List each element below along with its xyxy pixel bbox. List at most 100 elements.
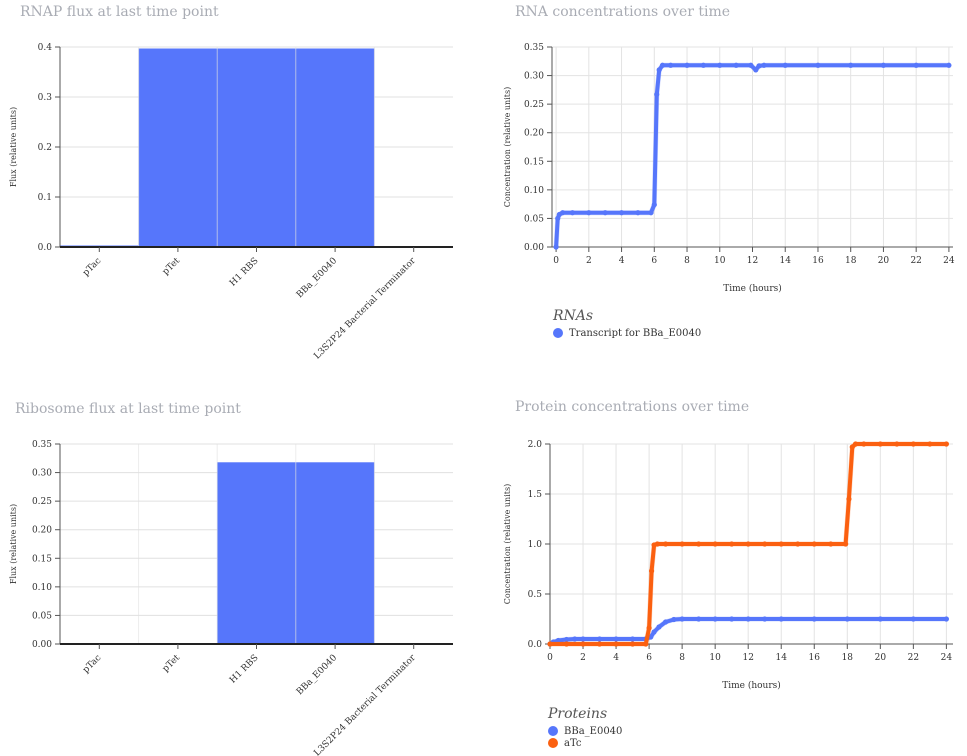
y-tick-label: 0.0 [38,243,53,253]
data-point [943,616,949,622]
data-point [761,62,767,68]
data-point [762,541,768,547]
legend-dot-icon [553,328,563,338]
y-tick-label: 1.5 [528,490,543,500]
protein-chart-title: Protein concentrations over time [515,399,750,415]
legend-item-bba-e0040[interactable]: BBa_E0040 [548,725,622,737]
data-point [877,441,883,447]
y-tick-label: 2.0 [528,440,543,450]
data-point [651,202,657,208]
data-point [679,541,685,547]
protein-concentration-chart: 0.00.51.01.52.00 2 4 6 8 10 12 14 16 18 20 22 24Time… [503,440,953,691]
data-point [782,62,788,68]
data-point [778,616,784,622]
x-tick-label: pTet [161,256,182,277]
x-axis-label: Time (hours) [723,283,782,294]
x-tick-label: pTac [81,653,103,675]
data-point [745,616,751,622]
data-point [700,62,706,68]
protein-legend: Proteins BBa_E0040 aTc [548,706,622,749]
data-point [745,541,751,547]
data-point [844,616,850,622]
y-tick-label: 0.25 [524,100,544,110]
y-tick-label: 0.15 [524,157,544,167]
data-point [880,62,887,68]
data-point [843,541,849,547]
y-tick-label: 0.35 [32,440,52,450]
y-axis-label: Concentration (relative units) [503,484,512,604]
y-tick-label: 0.35 [524,43,544,53]
rna-concentration-chart: 0.000.050.100.150.200.250.300.350 2 4 6 8 10 1… [503,43,955,294]
data-point [756,63,762,69]
data-point [733,62,739,68]
x-tick-label: BBa_E0040 [295,256,339,300]
data-point [828,541,834,547]
data-point [596,636,603,642]
data-point [849,444,855,450]
data-point [696,541,702,547]
data-point [651,629,657,635]
bar [217,48,296,247]
data-point [580,636,586,642]
data-point [555,637,561,644]
data-point [927,441,933,447]
legend-item-label: aTc [564,737,582,749]
data-point [846,496,852,502]
x-tick-label: 8 [684,256,690,266]
data-point [586,210,592,216]
x-tick-label: 20 [878,256,890,266]
data-point [629,636,636,642]
data-point [656,624,662,630]
x-tick-label: 18 [845,256,857,266]
y-tick-label: 0.3 [38,93,53,103]
data-point [668,62,674,68]
x-tick-label: 6 [646,653,652,663]
legend-item-transcript-bba-e0040[interactable]: Transcript for BBa_E0040 [553,327,701,339]
data-point [684,62,690,68]
data-point [729,616,735,622]
data-point [553,244,559,250]
y-tick-label: 0.0 [528,640,543,650]
data-point [646,625,652,631]
data-point [894,441,900,447]
x-tick-label: 0 [547,653,553,663]
rna-legend: RNAs Transcript for BBa_E0040 [553,308,701,339]
data-point [795,541,801,547]
bar [295,462,375,644]
ribosome-chart-title: Ribosome flux at last time point [15,401,241,417]
data-point [696,616,702,622]
x-tick-label: 14 [780,256,792,266]
legend-dot-icon [548,738,558,748]
x-tick-label: 24 [943,256,955,266]
y-axis-label: Concentration (relative units) [503,87,512,207]
data-point [811,541,817,547]
x-tick-label: 10 [714,256,726,266]
rna-chart-title: RNA concentrations over time [515,4,731,20]
y-tick-label: 0.5 [528,590,543,600]
x-tick-label: 24 [941,653,953,663]
data-point [910,616,916,622]
y-tick-label: 0.10 [524,186,544,196]
data-point [643,641,649,647]
legend-item-atc[interactable]: aTc [548,737,622,749]
x-tick-label: 22 [910,256,921,266]
protein-legend-title: Proteins [548,706,608,722]
data-point [572,636,578,642]
data-point [861,441,867,447]
data-point [753,67,759,73]
legend-item-label: BBa_E0040 [564,725,623,737]
x-tick-label: 20 [875,653,887,663]
bar [138,48,218,247]
x-tick-label: pTac [81,256,103,278]
ribosome-flux-chart: 0.00 0.05 0.10 0.15 0.20 0.25 0.30 0.35 pTac pTet… [9,440,453,756]
y-tick-label: 0.10 [32,583,52,593]
y-tick-label: 0.30 [524,72,544,82]
data-point [654,541,660,547]
y-tick-label: 0.1 [38,193,52,203]
data-point [613,636,619,642]
data-point [648,210,654,216]
data-point [943,441,949,447]
x-axis-label: Time (hours) [722,680,781,691]
x-tick-label: 14 [776,653,788,663]
